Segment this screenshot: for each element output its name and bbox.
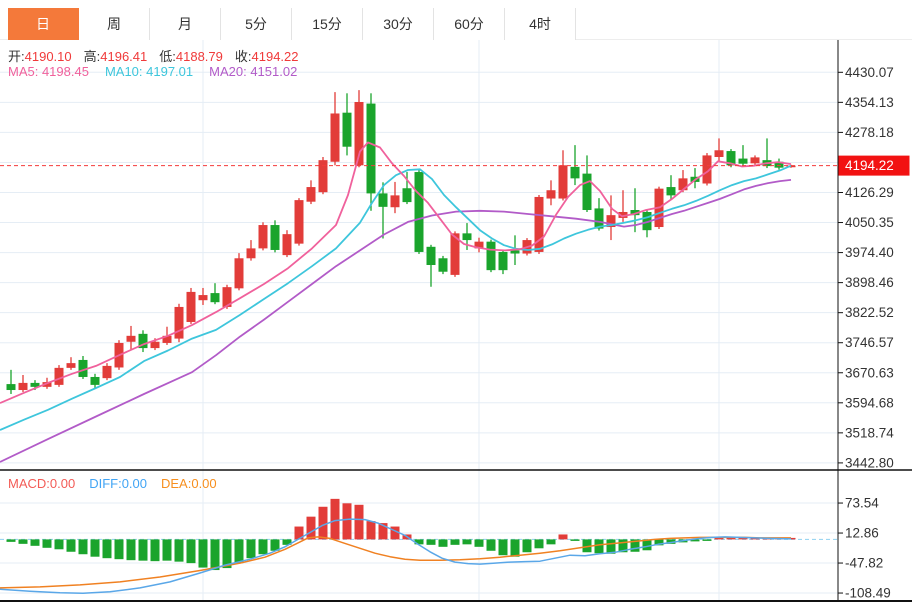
tab-30min[interactable]: 30分 [363,8,434,40]
tab-day[interactable]: 日 [8,8,79,40]
open-value: 4190.10 [24,49,72,64]
ma5-value: MA5: 4198.45 [8,64,89,79]
ma10-value: MA10: 4197.01 [104,64,194,79]
close-value: 4194.22 [251,49,299,64]
low-value: 4188.79 [175,49,223,64]
svg-text:-108.49: -108.49 [845,586,891,601]
ohlc-readout: 开:4190.10 高:4196.41 低:4188.79 收:4194.22 [8,46,311,65]
svg-text:3822.52: 3822.52 [845,305,894,320]
svg-text:3518.74: 3518.74 [845,425,894,440]
tab-60min[interactable]: 60分 [434,8,505,40]
svg-text:3594.68: 3594.68 [845,395,894,410]
period-tabbar: 日周月 5分 15分 30分 60分 4时 [0,0,912,40]
svg-text:3898.46: 3898.46 [845,275,894,290]
tab-15min[interactable]: 15分 [292,8,363,40]
open-label: 开: [8,49,25,64]
ma-readout: MA5: 4198.45 MA10: 4197.01 MA20: 4151.02 [8,64,313,79]
svg-text:73.54: 73.54 [845,496,879,511]
ma20-value: MA20: 4151.02 [209,64,298,79]
tab-week[interactable]: 周 [79,8,150,40]
svg-text:4430.07: 4430.07 [845,65,894,80]
svg-text:4194.22: 4194.22 [845,158,894,173]
macd-value: MACD:0.00 [8,476,76,491]
tab-5min[interactable]: 5分 [221,8,292,40]
diff-value: DIFF:0.00 [89,476,147,491]
close-label: 收: [234,49,252,64]
macd-readout: MACD:0.00 DIFF:0.00 DEA:0.00 [8,476,231,491]
svg-text:12.86: 12.86 [845,526,879,541]
svg-text:4278.18: 4278.18 [845,125,894,140]
svg-text:3974.40: 3974.40 [845,245,894,260]
tab-4hour[interactable]: 4时 [505,8,576,40]
svg-text:4354.13: 4354.13 [845,95,894,110]
svg-text:3442.80: 3442.80 [845,455,894,470]
svg-text:4126.29: 4126.29 [845,185,894,200]
svg-text:3670.63: 3670.63 [845,365,894,380]
low-label: 低: [159,49,176,64]
tab-month[interactable]: 月 [150,8,221,40]
svg-text:3746.57: 3746.57 [845,335,894,350]
svg-text:4050.35: 4050.35 [845,215,894,230]
dea-value: DEA:0.00 [161,476,217,491]
svg-text:-47.82: -47.82 [845,556,883,571]
high-value: 4196.41 [100,49,148,64]
high-label: 高: [83,49,101,64]
